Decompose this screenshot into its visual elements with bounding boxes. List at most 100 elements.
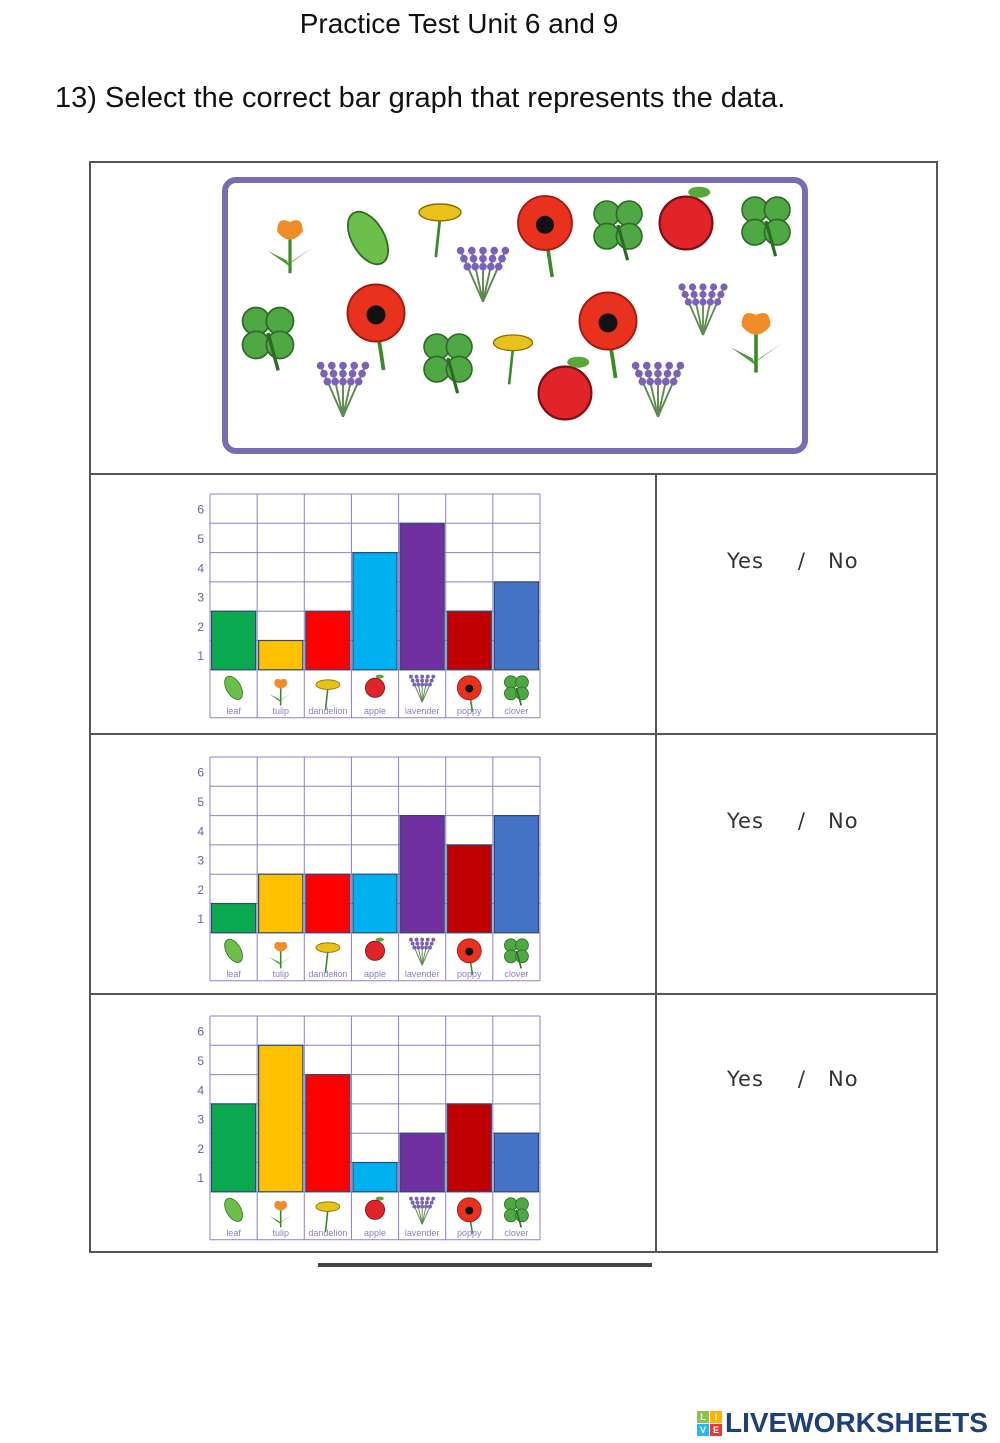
x-tick-label: poppy [457,1228,482,1238]
x-tick-label: dandelion [308,969,347,979]
dandelion-head [315,942,341,953]
lavender-bud [463,262,472,271]
poppy-center [598,313,618,333]
lavender-bud [646,377,654,386]
lavender-bud [420,937,425,942]
stem [507,347,515,385]
x-tick-label: tulip [272,1228,289,1238]
bar-clover [493,1132,540,1193]
lavender-bud [681,290,689,299]
lavender-bud [420,682,425,687]
lavender-bud [714,298,722,306]
lavender-bud [709,283,718,291]
apple-icon [364,674,386,698]
no-option[interactable]: No [827,1067,859,1091]
lavender-bud [699,298,707,306]
apple-body [364,1199,386,1220]
y-tick-label: 2 [197,620,204,634]
bar-graph-option-2[interactable]: 1 2 3 4 5 6 leaf tulip dandelion apple lavender pop… [190,753,550,983]
lavender-bud [420,1196,425,1201]
bar-dandelion [305,610,351,671]
lavender-bud [414,1196,419,1201]
leaf-icon [224,675,243,700]
bar-poppy [446,844,492,934]
poppy-icon [578,291,638,379]
bar-tulip [258,873,304,934]
poppy-icon [517,195,573,278]
bar-leaf [210,902,257,934]
clover-icon [593,200,643,261]
lavender-bud [424,941,429,946]
lavender-bud [663,369,672,378]
clover-icon [741,196,791,257]
lavender-bud [410,1200,415,1205]
lavender-bud [428,945,432,950]
no-option[interactable]: No [827,549,859,573]
liveworksheets-logo: L I V E LIVEWORKSHEETS [697,1407,988,1439]
bar-graph-option-3[interactable]: 1 2 3 4 5 6 leaf tulip dandelion apple lavender pop… [190,1012,550,1242]
yes-option[interactable]: Yes [727,549,764,573]
logo-letter: L [697,1410,709,1423]
lavender-bud [717,290,725,299]
divider [91,993,936,995]
lavender-bud [662,377,670,386]
tulip-icon [269,1200,292,1228]
lavender-bud [479,262,487,271]
logo-letter: I [710,1410,722,1423]
bar-lavender [399,522,445,671]
x-tick-label: lavender [405,706,440,716]
divider [91,473,936,475]
tulip-head [274,1200,288,1211]
lavender-bud [644,369,653,378]
lavender-bud [409,937,413,942]
y-tick-label: 2 [197,1142,204,1156]
leaf-icon [346,210,390,266]
no-option[interactable]: No [827,809,859,833]
stem [324,950,329,974]
lavender-bud [361,361,370,370]
poppy-icon [456,1197,482,1234]
items-picture [241,186,791,421]
lavender-bud [424,678,429,683]
lavender-bud [409,674,413,679]
bar-clover [493,814,540,934]
footer-bar [318,1263,652,1267]
lavender-bud [684,298,692,306]
clover-icon [241,306,295,371]
lavender-bud [354,377,363,386]
lavender-bud [654,369,662,378]
tulip-icon [730,312,782,373]
bar-graph-option-1[interactable]: 1 2 3 4 5 6 leaf tulip dandelion apple lavender pop… [190,490,550,720]
stem [266,332,280,371]
lavender-bud [316,361,325,370]
divider [91,733,936,735]
bar-apple [352,1161,398,1193]
leaf-icon [224,938,243,963]
lavender-bud [424,682,428,687]
lavender-bud [678,283,686,291]
yes-option[interactable]: Yes [727,1067,764,1091]
bar-tulip [258,639,304,671]
bar-dandelion [305,873,351,934]
lavender-bud [720,283,728,291]
tulip-head [277,220,303,240]
lavender-bud [429,1200,434,1205]
x-tick-label: lavender [405,1228,440,1238]
lavender-bud [329,369,338,378]
lavender-icon [678,283,728,336]
y-tick-label: 6 [197,766,204,780]
apple-body [364,940,386,961]
apple-leaf [688,186,711,198]
dandelion-icon [492,334,534,385]
yes-option[interactable]: Yes [727,809,764,833]
lavender-bud [412,682,417,687]
lavender-bud [460,254,468,263]
lavender-bud [431,674,436,679]
dandelion-icon [315,679,341,711]
apple-leaf [375,937,384,942]
lavender-bud [431,937,436,942]
lavender-bud [425,674,430,679]
lavender-bud [416,1204,421,1209]
lavender-bud [642,361,651,370]
